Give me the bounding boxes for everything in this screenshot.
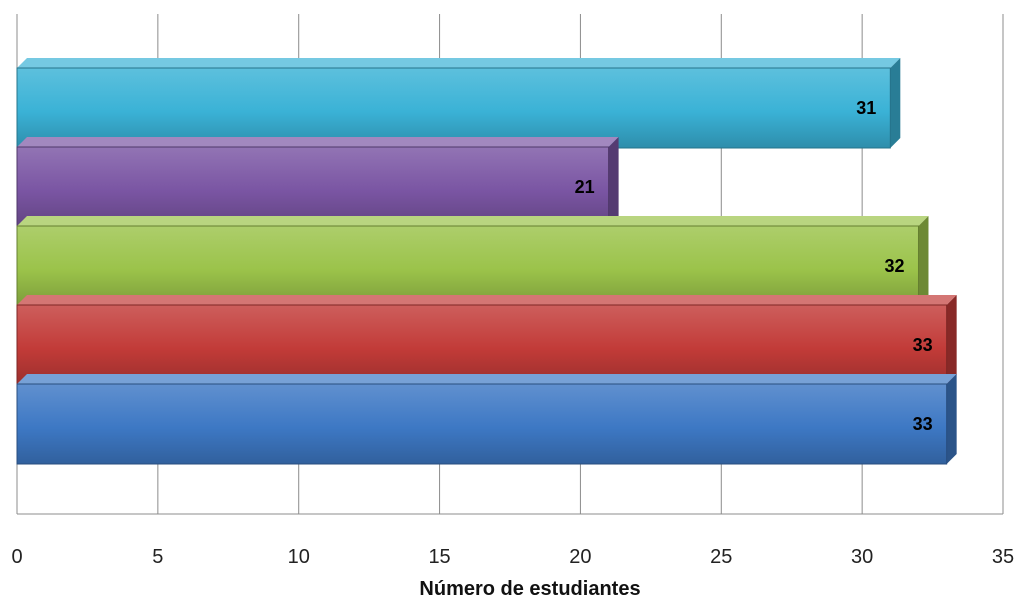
data-label: 33: [913, 335, 933, 355]
bar-side-face: [608, 137, 619, 227]
data-label: 31: [856, 98, 876, 118]
bar: [16, 137, 619, 228]
bars: [16, 58, 957, 465]
bar-top-face: [17, 295, 957, 305]
bar-side-face: [890, 58, 901, 148]
data-labels: 31 21 32 33 33: [575, 98, 933, 434]
x-tick-label: 5: [152, 546, 163, 568]
x-tick-label: 15: [428, 546, 450, 568]
bar: [16, 216, 929, 307]
bar-top-face: [17, 216, 929, 226]
x-tick-label: 25: [710, 546, 732, 568]
bar-side-face: [946, 374, 957, 464]
data-label: 33: [913, 414, 933, 434]
bar-front-face: [16, 304, 948, 386]
bar: [16, 374, 957, 465]
x-tick-label: 35: [992, 546, 1014, 568]
x-tick-label: 10: [288, 546, 310, 568]
bar-front-face: [16, 67, 891, 149]
x-axis-title: Número de estudiantes: [419, 578, 640, 600]
x-tick-label: 0: [11, 546, 22, 568]
bar-side-face: [918, 216, 929, 306]
bar-side-face: [946, 295, 957, 385]
bar-top-face: [17, 58, 901, 68]
x-tick-label: 20: [569, 546, 591, 568]
bar: [16, 58, 901, 149]
bar-front-face: [16, 383, 948, 465]
bar-top-face: [17, 137, 619, 147]
bar: [16, 295, 957, 386]
bar-top-face: [17, 374, 957, 384]
data-label: 32: [884, 256, 904, 276]
x-tick-labels: 0 5 10 15 20 25 30 35: [11, 546, 1014, 568]
bar-front-face: [16, 146, 610, 228]
data-label: 21: [575, 177, 595, 197]
x-tick-label: 30: [851, 546, 873, 568]
bar-front-face: [16, 225, 919, 307]
